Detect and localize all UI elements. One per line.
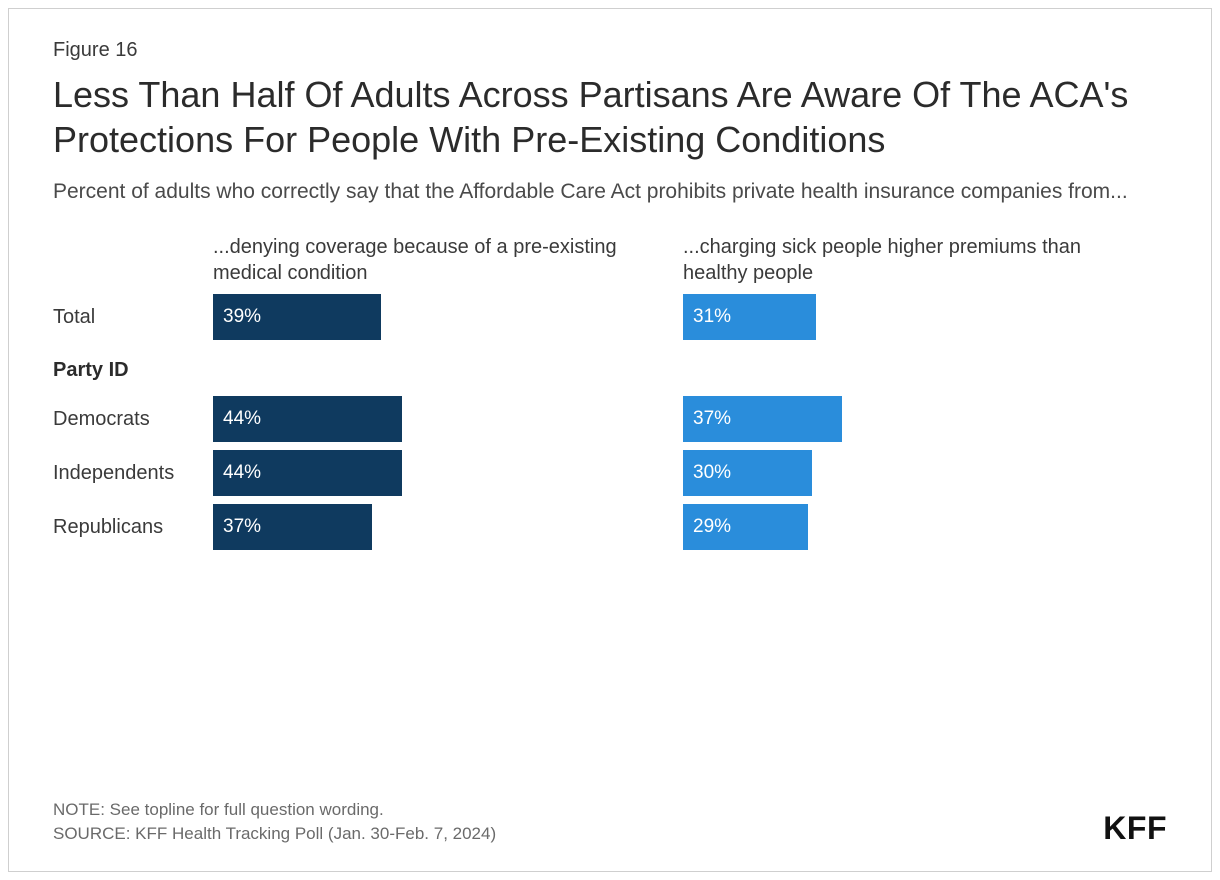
row-label: Total (53, 306, 213, 329)
column-header-2: ...charging sick people higher premiums … (683, 234, 1133, 286)
row-label: Democrats (53, 408, 213, 431)
group-header-row: Party ID (53, 350, 1167, 390)
bar: 37% (213, 504, 372, 550)
bar: 44% (213, 396, 402, 442)
bar-cell: 44% (213, 450, 683, 496)
figure-title: Less Than Half Of Adults Across Partisan… (53, 72, 1167, 162)
figure-footer: NOTE: See topline for full question word… (53, 798, 1167, 847)
figure-subtitle: Percent of adults who correctly say that… (53, 178, 1167, 206)
bar: 44% (213, 450, 402, 496)
data-row: Republicans37% 29% (53, 504, 1167, 550)
data-row: Independents44% 30% (53, 450, 1167, 496)
bar-cell: 30% (683, 450, 1133, 496)
chart-rows: Total39%31%Party IDDemocrats44%37%Indepe… (53, 294, 1167, 558)
bar-cell: 31% (683, 294, 1133, 340)
row-label: Independents (53, 462, 213, 485)
chart-column-headers: ...denying coverage because of a pre-exi… (53, 234, 1167, 286)
bar-cell: 29% (683, 504, 1133, 550)
column-header-1: ...denying coverage because of a pre-exi… (213, 234, 683, 286)
figure-container: Figure 16 Less Than Half Of Adults Acros… (8, 8, 1212, 872)
footer-text: NOTE: See topline for full question word… (53, 798, 496, 847)
chart-area: ...denying coverage because of a pre-exi… (53, 234, 1167, 777)
row-label-spacer (53, 234, 213, 286)
bar: 30% (683, 450, 812, 496)
data-row: Democrats44% 37% (53, 396, 1167, 442)
bar: 31% (683, 294, 816, 340)
bar-cell: 44% (213, 396, 683, 442)
bar-cell: 39% (213, 294, 683, 340)
row-label: Republicans (53, 516, 213, 539)
bar: 37% (683, 396, 842, 442)
bar-cell: 37% (213, 504, 683, 550)
figure-number: Figure 16 (53, 39, 1167, 62)
bar-cell: 37% (683, 396, 1133, 442)
kff-logo: KFF (1103, 810, 1167, 847)
bar: 39% (213, 294, 381, 340)
footer-note: NOTE: See topline for full question word… (53, 798, 496, 823)
bar: 29% (683, 504, 808, 550)
footer-source: SOURCE: KFF Health Tracking Poll (Jan. 3… (53, 822, 496, 847)
data-row: Total39% 31% (53, 294, 1167, 340)
group-header-label: Party ID (53, 359, 213, 382)
